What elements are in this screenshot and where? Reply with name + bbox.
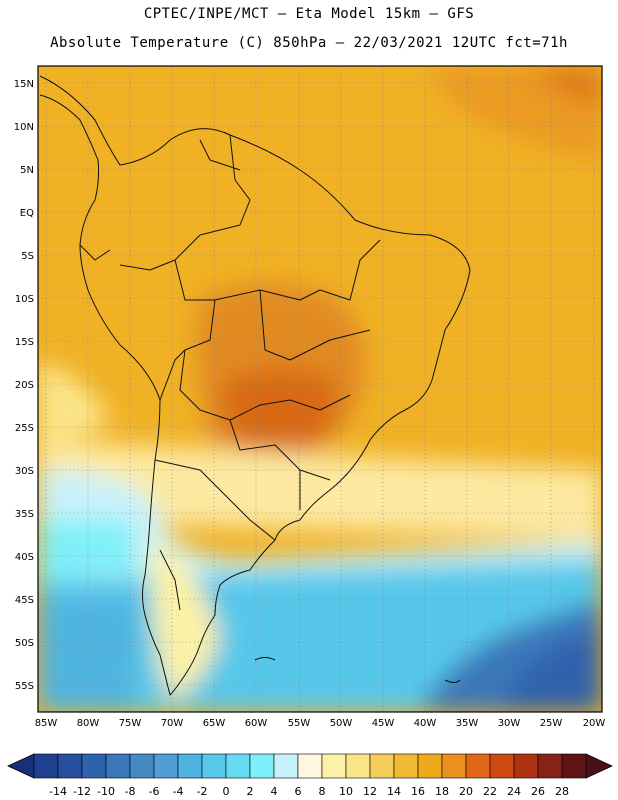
- colorbar-label: 28: [555, 785, 569, 798]
- colorbar-label: 18: [435, 785, 449, 798]
- lat-label: 5N: [20, 165, 34, 176]
- colorbar-cell: [537, 753, 563, 779]
- lon-label: 50W: [330, 718, 353, 729]
- colorbar-label: -14: [49, 785, 67, 798]
- lon-label: 20W: [583, 718, 606, 729]
- colorbar-label: -12: [73, 785, 91, 798]
- colorbar-cell: [369, 753, 395, 779]
- lon-label: 30W: [498, 718, 521, 729]
- colorbar-label: -4: [173, 785, 184, 798]
- lon-label: 55W: [288, 718, 311, 729]
- map-title: CPTEC/INPE/MCT – Eta Model 15km – GFS: [143, 6, 475, 22]
- colorbar-cell: [129, 753, 155, 779]
- colorbar-label: 26: [531, 785, 545, 798]
- lat-label: 25S: [15, 423, 34, 434]
- colorbar-label: 4: [271, 785, 278, 798]
- colorbar-cell: [393, 753, 419, 779]
- colorbar-cell: [177, 753, 203, 779]
- colorbar-cell: [105, 753, 131, 779]
- lon-label: 25W: [540, 718, 563, 729]
- colorbar-label: -2: [197, 785, 208, 798]
- colorbar-label: -10: [97, 785, 115, 798]
- lat-label: 40S: [15, 552, 34, 563]
- colorbar-label: 2: [247, 785, 254, 798]
- colorbar-cell: [441, 753, 467, 779]
- lat-axis: 15N 10N 5N EQ 5S 10S 15S 20S 25S 30S 35S…: [14, 79, 34, 692]
- lon-label: 65W: [203, 718, 226, 729]
- colorbar-label: 6: [295, 785, 302, 798]
- lat-label: 15S: [15, 337, 34, 348]
- colorbar-label: 14: [387, 785, 401, 798]
- colorbar-cell: [201, 753, 227, 779]
- colorbar-label: 8: [319, 785, 326, 798]
- lat-label: 10N: [14, 122, 34, 133]
- map-subtitle: Absolute Temperature (C) 850hPa – 22/03/…: [50, 35, 568, 51]
- colorbar-cell: [33, 753, 59, 779]
- colorbar-label: 20: [459, 785, 473, 798]
- lat-label: 45S: [15, 595, 34, 606]
- colorbar-label: -6: [149, 785, 160, 798]
- colorbar-cell: [273, 753, 299, 779]
- colorbar-label: 12: [363, 785, 377, 798]
- lat-label: 5S: [21, 251, 34, 262]
- colorbar-cell: [513, 753, 539, 779]
- colorbar-cell: [57, 753, 83, 779]
- lon-axis: 85W 80W 75W 70W 65W 60W 55W 50W 45W 40W …: [35, 718, 606, 729]
- colorbar-label: 24: [507, 785, 521, 798]
- lat-label: 10S: [15, 294, 34, 305]
- lon-label: 80W: [77, 718, 100, 729]
- colorbar-cell: [345, 753, 371, 779]
- colorbar-cell: [489, 753, 515, 779]
- lon-label: 60W: [245, 718, 268, 729]
- colorbar-cell: [249, 753, 275, 779]
- colorbar-cell: [225, 753, 251, 779]
- lon-label: 40W: [414, 718, 437, 729]
- colorbar-cell: [465, 753, 491, 779]
- lon-label: 45W: [372, 718, 395, 729]
- lat-label: 15N: [14, 79, 34, 90]
- colorbar-cell: [417, 753, 443, 779]
- lon-label: 70W: [161, 718, 184, 729]
- colorbar-cell: [321, 753, 347, 779]
- colorbar-label: 22: [483, 785, 497, 798]
- colorbar-cell: [153, 753, 179, 779]
- colorbar-arrow-max: [585, 753, 613, 779]
- temperature-field: [38, 66, 602, 712]
- colorbar-label: -8: [125, 785, 136, 798]
- lon-label: 75W: [119, 718, 142, 729]
- colorbar-arrow-min: [7, 753, 35, 779]
- coastlines: [39, 75, 471, 696]
- lon-label: 35W: [456, 718, 479, 729]
- lon-label: 85W: [35, 718, 58, 729]
- map-frame: [37, 65, 603, 713]
- colorbar: -14 -12 -10 -8 -6 -4 -2 0 2 4 6 8 10 12 14 16 18 20 22 24 26…: [7, 753, 613, 798]
- colorbar-cell: [297, 753, 323, 779]
- lat-label: 50S: [15, 638, 34, 649]
- lat-label: 35S: [15, 509, 34, 520]
- colorbar-cell: [81, 753, 107, 779]
- lat-label: 55S: [15, 681, 34, 692]
- colorbar-label: 0: [223, 785, 230, 798]
- lat-label: 20S: [15, 380, 34, 391]
- colorbar-label: 16: [411, 785, 425, 798]
- colorbar-cell: [561, 753, 587, 779]
- lat-label: EQ: [20, 208, 34, 219]
- lat-label: 30S: [15, 466, 34, 477]
- colorbar-label: 10: [339, 785, 353, 798]
